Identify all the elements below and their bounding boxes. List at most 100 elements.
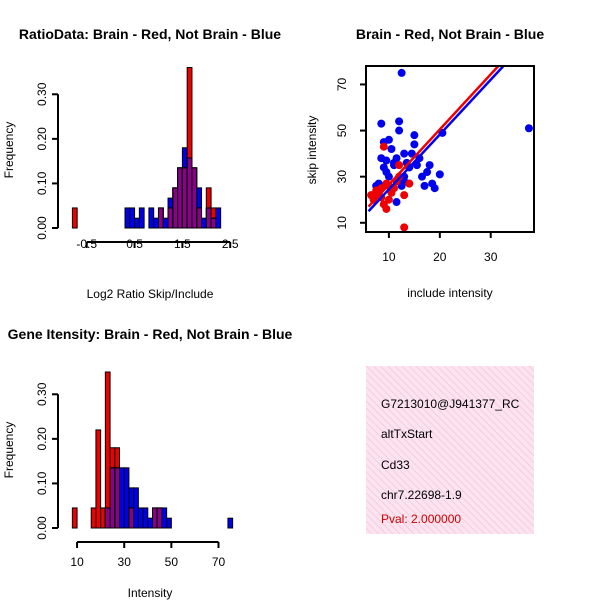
brain-point: [384, 195, 393, 204]
not-brain-bar: [142, 507, 149, 529]
not-brain-point: [387, 145, 396, 153]
y-tick-label: 0.00: [35, 216, 49, 240]
overlap-hatch: [109, 467, 116, 529]
intensity-title: Gene Itensity: Brain - Red, Not Brain - …: [8, 326, 293, 342]
brain-point: [405, 179, 414, 188]
scatter-ylabel: skip intensity: [305, 116, 319, 185]
intensity-xlabel: Intensity: [128, 586, 173, 600]
overlap-hatch: [114, 467, 120, 529]
overlap-hatch: [157, 207, 164, 229]
not-brain-point: [423, 168, 432, 177]
not-brain-point: [400, 149, 409, 158]
not-brain-point: [418, 172, 426, 181]
scatter-points-group: [367, 66, 533, 232]
overlap-hatch: [177, 167, 183, 229]
not-brain-point: [392, 198, 401, 207]
not-brain-fit-line: [367, 66, 505, 213]
not-brain-point: [425, 161, 434, 170]
brain-bar: [95, 429, 102, 529]
intensity-plot-area: 10 30 50 70 0.00 0.10 0.20 0.30: [35, 371, 234, 569]
not-brain-bar: [124, 207, 131, 229]
not-brain-bar: [215, 207, 222, 229]
not-brain-bar: [201, 217, 207, 229]
ratio-xlabel: Log2 Ratio Skip/Include: [87, 287, 214, 301]
x-tick-label: 1.5: [174, 237, 191, 251]
overlap-hatch: [181, 167, 188, 229]
brain-bar: [71, 507, 78, 529]
not-brain-bar: [147, 517, 154, 529]
brain-bar: [104, 371, 111, 529]
x-tick-label: 30: [484, 250, 498, 264]
not-brain-point: [407, 149, 416, 158]
overlap-hatch: [196, 207, 203, 229]
x-tick-label: 70: [212, 555, 226, 569]
overlap-hatch: [186, 157, 193, 229]
not-brain-point: [410, 131, 419, 140]
not-brain-point: [395, 126, 404, 135]
brain-point: [379, 142, 388, 151]
not-brain-bar: [162, 217, 169, 229]
x-tick-label: 2.5: [222, 237, 239, 251]
not-brain-bar: [134, 217, 140, 229]
y-tick-label: 50: [335, 124, 349, 138]
y-tick-label: 0.20: [35, 427, 49, 451]
not-brain-point: [430, 184, 439, 193]
not-brain-bar: [129, 207, 136, 229]
not-brain-bar: [227, 517, 234, 529]
not-brain-bar: [133, 487, 139, 529]
info-panel: G7213010@J941377_RC altTxStart Cd33 chr7…: [366, 366, 534, 534]
brain-point: [400, 223, 409, 232]
not-brain-point: [377, 119, 386, 128]
y-tick-label: 70: [335, 77, 349, 91]
intensity-ylabel: Frequency: [2, 422, 16, 479]
x-tick-label: 0.5: [126, 237, 143, 251]
y-tick-label: 0.10: [35, 471, 49, 495]
scatter-title: Brain - Red, Not Brain - Blue: [356, 26, 544, 42]
brain-bar: [71, 207, 78, 229]
x-tick-label: 30: [118, 555, 132, 569]
not-brain-bar: [123, 467, 130, 529]
not-brain-point: [435, 170, 444, 179]
not-brain-point: [384, 135, 393, 144]
info-pval: Pval: 2.000000: [381, 512, 461, 526]
x-tick-label: 50: [165, 555, 179, 569]
not-brain-point: [524, 124, 533, 133]
brain-bar: [90, 507, 97, 529]
y-tick-label: 30: [335, 170, 349, 184]
not-brain-point: [382, 156, 391, 165]
ratio-plot-area: -0.5 0.5 1.5 2.5 0.00 0.10 0.20 0.30: [35, 67, 239, 251]
not-brain-point: [410, 140, 419, 149]
x-tick-label: 20: [433, 250, 447, 264]
info-probe-id: G7213010@J941377_RC: [381, 397, 520, 411]
not-brain-bar: [153, 217, 159, 229]
not-brain-point: [397, 68, 406, 77]
scatter-xlabel: include intensity: [407, 286, 492, 300]
y-tick-label: 0.20: [35, 127, 49, 151]
scatter-plot: Brain - Red, Not Brain - Blue 10 20 30 10 30…: [305, 26, 544, 300]
ratio-ylabel: Frequency: [2, 122, 16, 179]
info-event-type: altTxStart: [381, 427, 433, 441]
info-hatch: [366, 366, 534, 534]
y-tick-label: 0.30: [35, 82, 49, 106]
ratio-histogram: RatioData: Brain - Red, Not Brain - Blue…: [2, 26, 281, 301]
y-tick-label: 0.00: [35, 516, 49, 540]
overlap-hatch: [210, 217, 217, 229]
plot-frame: [365, 65, 535, 233]
brain-fit-line: [367, 66, 500, 208]
not-brain-bar: [119, 467, 125, 529]
ratio-title: RatioData: Brain - Red, Not Brain - Blue: [19, 26, 281, 42]
overlap-hatch: [205, 207, 212, 229]
brain-point: [400, 191, 409, 200]
y-tick-label: 0.10: [35, 171, 49, 195]
overlap-hatch: [167, 207, 174, 229]
info-location: chr7.22698-1.9: [381, 488, 462, 502]
y-tick-label: 0.30: [35, 382, 49, 406]
not-brain-point: [384, 172, 393, 181]
intensity-histogram: Gene Itensity: Brain - Red, Not Brain - …: [2, 326, 293, 600]
not-brain-bar: [137, 507, 144, 529]
overlap-hatch: [152, 507, 158, 529]
x-tick-label: 10: [70, 555, 84, 569]
not-brain-point: [420, 181, 429, 190]
not-brain-bar: [166, 517, 172, 529]
